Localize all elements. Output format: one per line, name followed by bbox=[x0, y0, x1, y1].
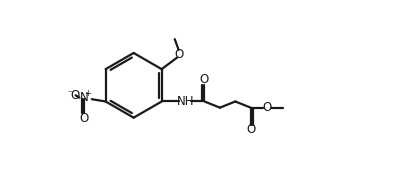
Text: O: O bbox=[262, 101, 272, 114]
Text: N: N bbox=[80, 91, 88, 104]
Text: ⁻: ⁻ bbox=[68, 90, 73, 100]
Text: NH: NH bbox=[177, 95, 194, 108]
Text: O: O bbox=[200, 73, 209, 86]
Text: O: O bbox=[246, 123, 255, 136]
Text: O: O bbox=[70, 89, 80, 102]
Text: O: O bbox=[80, 112, 89, 125]
Text: +: + bbox=[84, 89, 91, 98]
Text: O: O bbox=[174, 48, 183, 61]
